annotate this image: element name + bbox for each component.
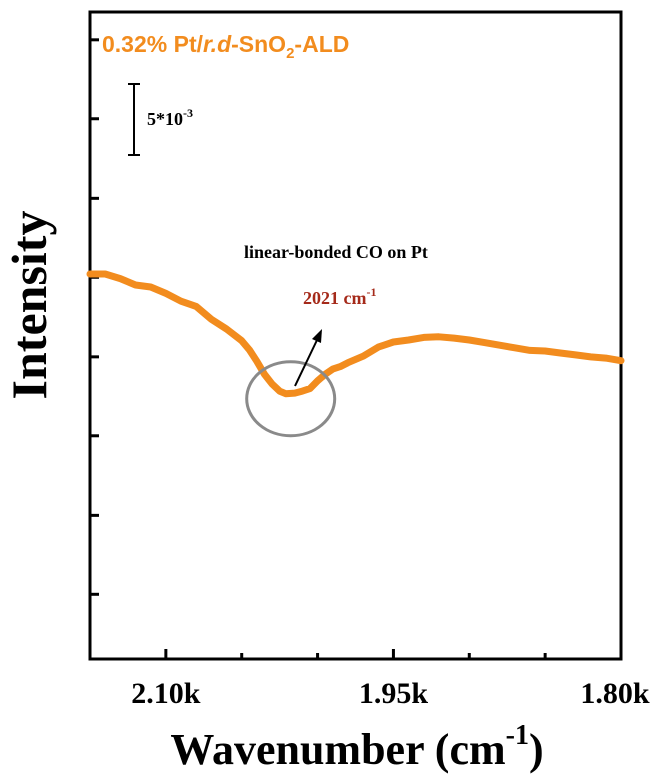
annotation-title: linear-bonded CO on Pt	[244, 242, 428, 262]
peak-highlight-circle	[245, 360, 337, 438]
x-tick-label: 1.95k	[359, 677, 429, 710]
peak-label: 2021 cm-1	[303, 285, 376, 308]
plot-frame	[88, 10, 623, 661]
x-tick-labels: 2.10k 1.95k 1.80k	[131, 677, 650, 710]
scale-bar-label: 5*10-3	[147, 106, 193, 129]
peak-arrow	[294, 329, 322, 387]
x-tick-label: 2.10k	[131, 677, 201, 710]
x-axis-title: Wavenumber (cm-1)	[170, 720, 543, 774]
y-axis-title: Intensity	[1, 211, 57, 400]
x-tick-label: 1.80k	[580, 677, 650, 710]
legend-label: 0.32% Pt/r.d-SnO2-ALD	[102, 31, 349, 62]
scale-bar: 5*10-3	[128, 83, 193, 156]
